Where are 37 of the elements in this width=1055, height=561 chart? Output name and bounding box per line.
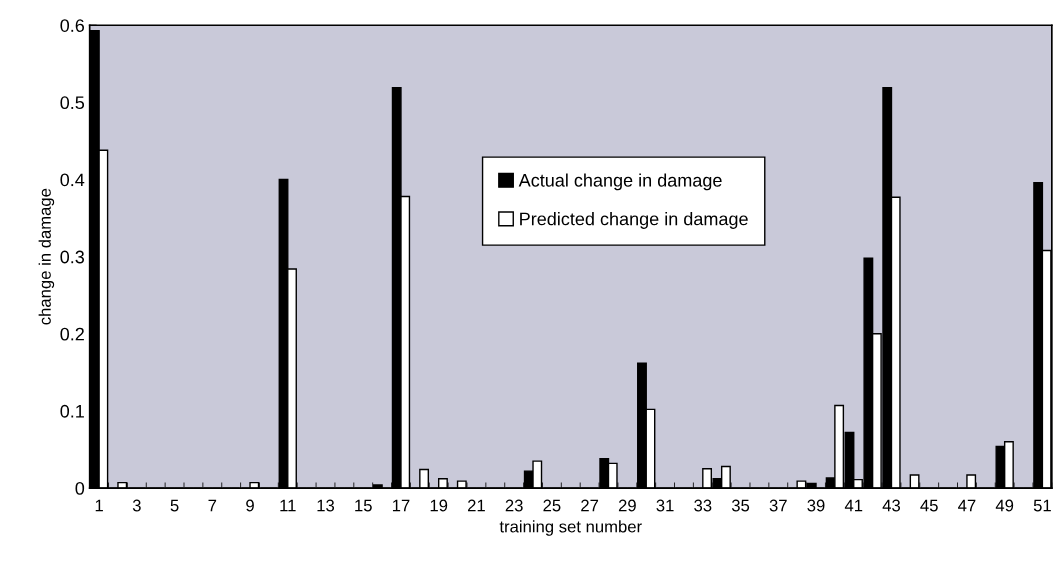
x-tick-label: 33 [694, 499, 712, 512]
x-tick-label: 27 [581, 499, 599, 512]
y-tick-label: 0.6 [60, 19, 85, 32]
x-tick-label: 37 [769, 499, 787, 512]
x-tick-label: 23 [505, 499, 523, 512]
x-tick-label: 11 [280, 499, 296, 512]
x-tick-label: 25 [543, 499, 561, 512]
x-tick-label: 49 [995, 499, 1014, 512]
x-tick-label: 45 [920, 499, 938, 512]
x-tick-label: 15 [355, 499, 372, 512]
y-tick-label: 0.1 [60, 404, 84, 418]
y-tick-label: 0.3 [60, 250, 85, 264]
x-tick-label: 21 [468, 499, 485, 512]
x-tick-label: 19 [430, 499, 448, 512]
x-tick-label: 43 [882, 499, 901, 512]
x-tick-label: 13 [317, 499, 335, 512]
x-axis-title: training set number [499, 520, 642, 536]
x-tick-label: 17 [392, 499, 410, 512]
x-tick-label: 3 [132, 499, 141, 512]
y-tick-label: 0 [75, 482, 85, 495]
x-tick-label: 41 [844, 499, 863, 512]
x-tick-label: 9 [246, 499, 254, 512]
legend-label: Actual change in damage [518, 173, 722, 191]
y-tick-label: 0.2 [60, 327, 84, 341]
y-tick-label: 0.4 [60, 173, 85, 187]
x-tick-label: 1 [95, 499, 103, 512]
y-tick-label: 0.5 [60, 96, 85, 110]
x-tick-label: 47 [958, 499, 976, 512]
x-tick-label: 39 [807, 499, 825, 512]
x-tick-label: 7 [208, 499, 217, 512]
x-tick-label: 29 [618, 499, 636, 512]
x-tick-label: 31 [656, 499, 674, 512]
x-tick-label: 5 [170, 499, 179, 512]
x-tick-label: 35 [731, 499, 750, 512]
y-axis-title: change in damage [38, 188, 55, 325]
legend-label: Predicted change in damage [520, 212, 748, 229]
x-tick-label: 51 [1033, 499, 1051, 512]
